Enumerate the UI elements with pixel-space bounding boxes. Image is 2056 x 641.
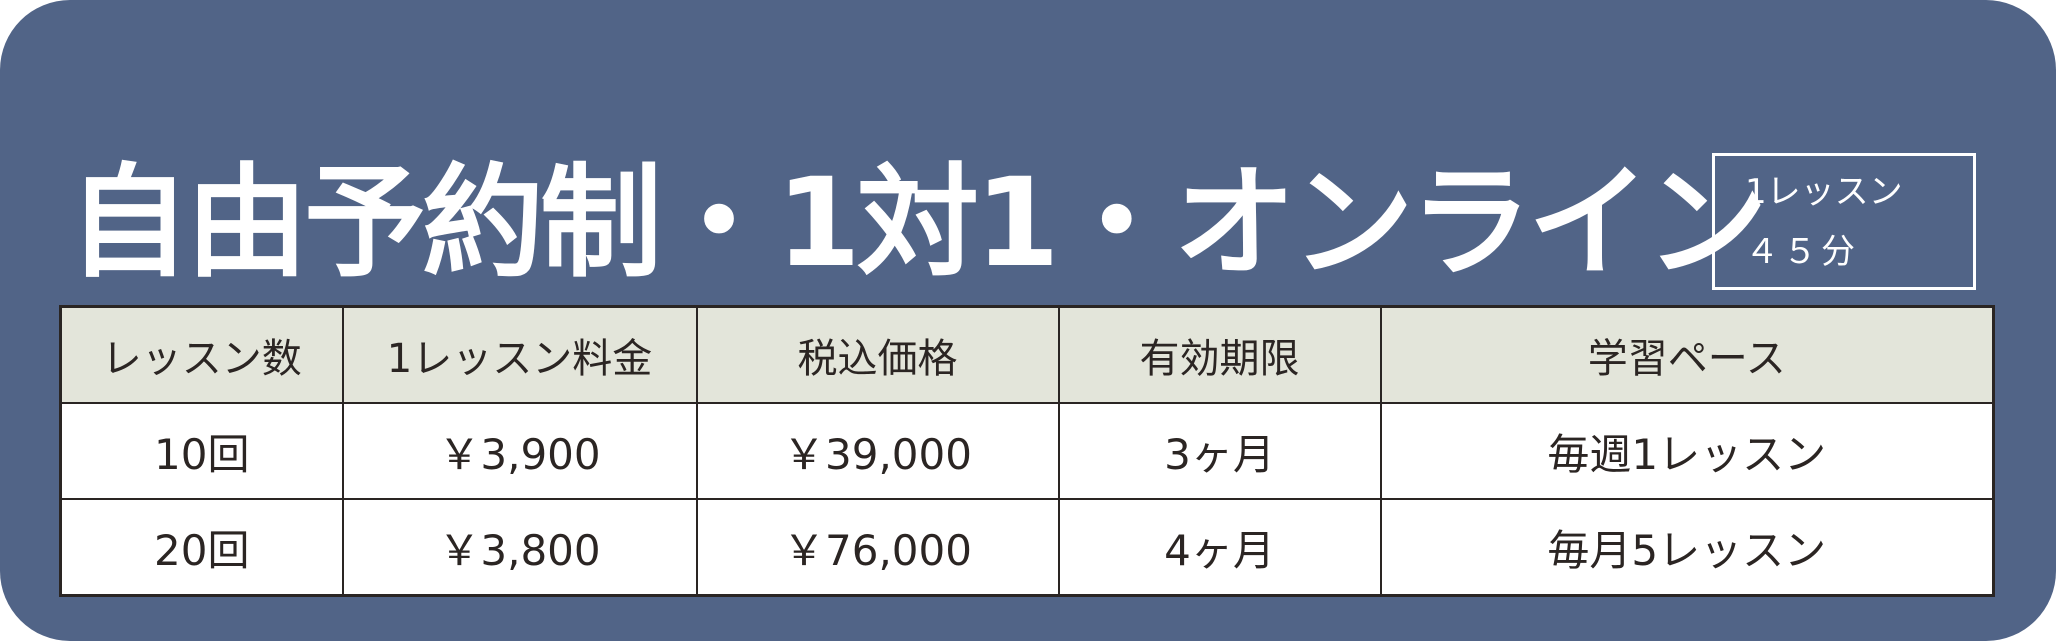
header-lesson-count: レッスン数 xyxy=(59,305,344,404)
cell-pace: 毎週1レッスン xyxy=(1379,402,1995,500)
pricing-table: レッスン数 1レッスン料金 税込価格 有効期限 学習ペース 10回 ￥3,900… xyxy=(59,305,1995,597)
table-header-row: レッスン数 1レッスン料金 税込価格 有効期限 学習ペース xyxy=(59,305,1995,404)
table-row: 10回 ￥3,900 ￥39,000 3ヶ月 毎週1レッスン xyxy=(59,402,1995,500)
cell-lesson-count: 10回 xyxy=(59,402,344,500)
cell-price-per-lesson: ￥3,800 xyxy=(341,498,698,597)
cell-price-per-lesson: ￥3,900 xyxy=(341,402,698,500)
badge-line-1: 1レッスン xyxy=(1745,172,1903,212)
cell-tax-included-price: ￥39,000 xyxy=(695,402,1060,500)
cell-validity: 4ヶ月 xyxy=(1057,498,1382,597)
table-row: 20回 ￥3,800 ￥76,000 4ヶ月 毎月5レッスン xyxy=(59,498,1995,597)
header-price-per-lesson: 1レッスン料金 xyxy=(341,305,698,404)
lesson-duration-badge: 1レッスン ４５分 xyxy=(1712,153,1976,290)
cell-pace: 毎月5レッスン xyxy=(1379,498,1995,597)
cell-validity: 3ヶ月 xyxy=(1057,402,1382,500)
cell-tax-included-price: ￥76,000 xyxy=(695,498,1060,597)
page-title: 自由予約制・1対1・オンライン xyxy=(68,152,1768,294)
header-tax-included-price: 税込価格 xyxy=(695,305,1060,404)
badge-line-2: ４５分 xyxy=(1745,232,1859,272)
header-pace: 学習ペース xyxy=(1379,305,1995,404)
cell-lesson-count: 20回 xyxy=(59,498,344,597)
header-validity: 有効期限 xyxy=(1057,305,1382,404)
